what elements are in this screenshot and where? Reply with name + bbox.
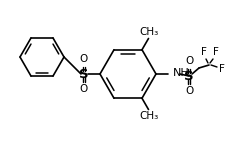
- Text: F: F: [219, 64, 225, 74]
- Text: S: S: [184, 69, 194, 83]
- Text: F: F: [213, 47, 219, 57]
- Text: NH: NH: [173, 68, 190, 78]
- Text: CH₃: CH₃: [139, 28, 158, 38]
- Text: O: O: [185, 85, 193, 95]
- Text: O: O: [185, 57, 193, 67]
- Text: O: O: [80, 55, 88, 64]
- Text: F: F: [201, 47, 207, 57]
- Text: S: S: [79, 67, 89, 81]
- Text: O: O: [80, 83, 88, 93]
- Text: CH₃: CH₃: [139, 111, 158, 121]
